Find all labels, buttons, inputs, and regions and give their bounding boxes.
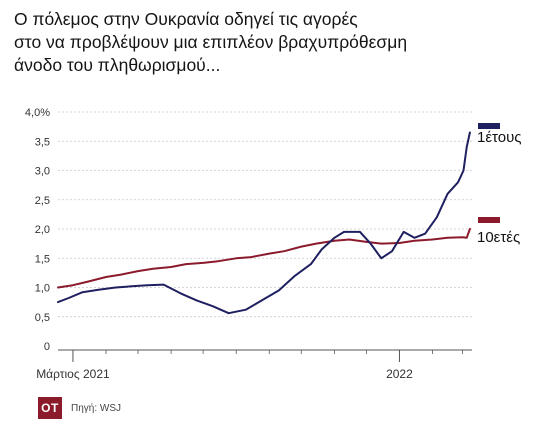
source-note: Πηγή: WSJ bbox=[71, 402, 122, 414]
legend-10-year-swatch bbox=[478, 217, 500, 223]
title-line-2: στο να προβλέψουν μια επιπλέον βραχυπρόθ… bbox=[14, 32, 408, 52]
x-tick-label: 2022 bbox=[386, 367, 413, 381]
y-tick-label: 0,5 bbox=[35, 312, 50, 324]
y-tick-label: 4,0% bbox=[25, 107, 50, 119]
chart-title: Ο πόλεμος στην Ουκρανία οδηγεί τις αγορέ… bbox=[14, 8, 534, 77]
y-tick-label: 2,0 bbox=[35, 224, 50, 236]
ot-logo: OT bbox=[38, 397, 62, 419]
series-line-10-year bbox=[57, 228, 471, 289]
title-line-3: άνοδο του πληθωρισμού... bbox=[14, 55, 221, 75]
legend-1-year-label: 1έτους bbox=[477, 129, 522, 146]
y-tick-label: 3,5 bbox=[35, 136, 50, 148]
y-tick-label: 3,0 bbox=[35, 166, 50, 178]
y-tick-label: 2,5 bbox=[35, 195, 50, 207]
title-line-1: Ο πόλεμος στην Ουκρανία οδηγεί τις αγορέ… bbox=[14, 9, 358, 29]
series-line-1-year bbox=[57, 131, 471, 315]
legend-10-year-label: 10ετές bbox=[477, 229, 520, 246]
y-tick-label: 1,0 bbox=[35, 283, 50, 295]
y-tick-label: 1,5 bbox=[35, 253, 50, 265]
y-tick-label: 0 bbox=[44, 341, 50, 353]
footer: OT Πηγή: WSJ bbox=[38, 397, 121, 419]
legend-1-year-swatch bbox=[478, 123, 500, 129]
x-tick-label: Μάρτιος 2021 bbox=[36, 367, 110, 381]
